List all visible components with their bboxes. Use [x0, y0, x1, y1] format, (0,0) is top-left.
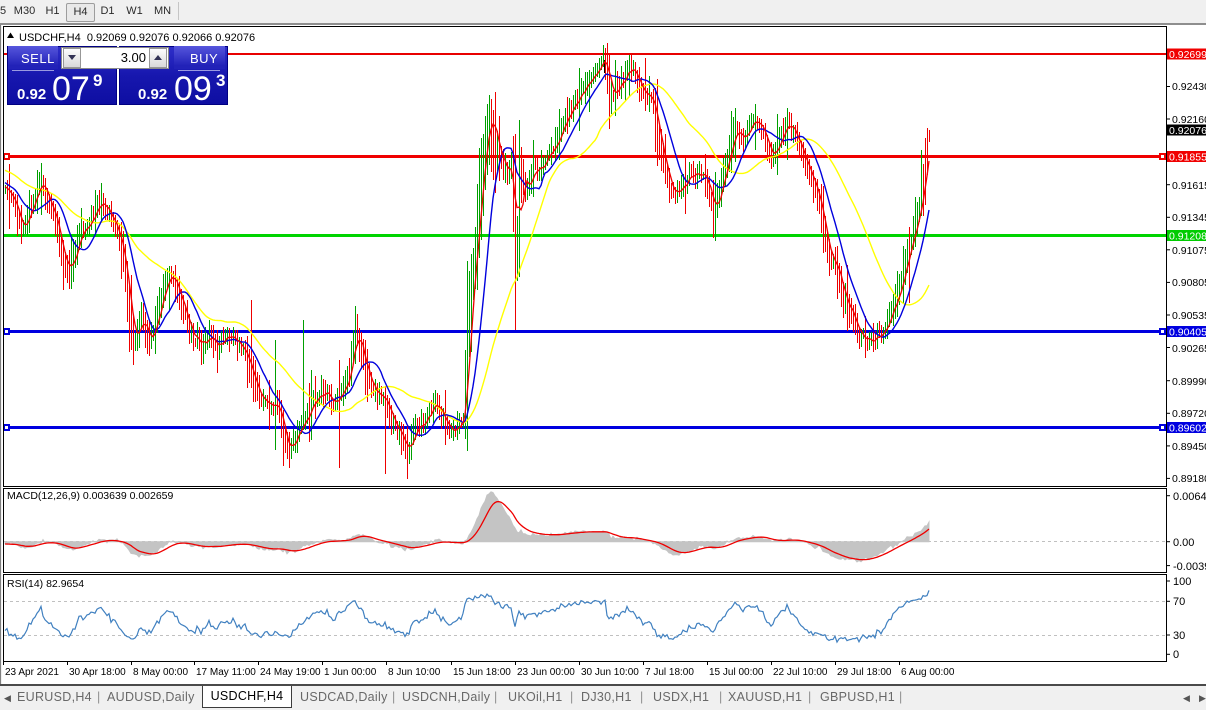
- svg-text:1 Jun 00:00: 1 Jun 00:00: [324, 667, 377, 678]
- svg-text:0: 0: [1173, 649, 1179, 661]
- svg-text:30 Jun 10:00: 30 Jun 10:00: [581, 667, 639, 678]
- svg-text:30: 30: [1173, 630, 1185, 642]
- svg-text:17 May 11:00: 17 May 11:00: [196, 667, 256, 678]
- svg-text:0.90405: 0.90405: [1169, 327, 1206, 339]
- svg-text:29 Jul 18:00: 29 Jul 18:00: [837, 667, 892, 678]
- svg-text:0.92699: 0.92699: [1169, 49, 1206, 61]
- svg-text:8 May 00:00: 8 May 00:00: [133, 667, 188, 678]
- svg-text:0.91615: 0.91615: [1172, 180, 1206, 192]
- svg-text:23 Apr 2021: 23 Apr 2021: [5, 667, 59, 678]
- svg-text:0.00647: 0.00647: [1173, 491, 1206, 503]
- svg-text:RSI(14) 82.9654: RSI(14) 82.9654: [7, 578, 84, 590]
- svg-text:0.90805: 0.90805: [1172, 277, 1206, 289]
- svg-text:0.00: 0.00: [1173, 537, 1194, 549]
- svg-text:USDCHF,H4 0.92069 0.92076 0.9: USDCHF,H4 0.92069 0.92076 0.92066 0.9207…: [19, 32, 255, 44]
- svg-text:7 Jul 18:00: 7 Jul 18:00: [645, 667, 694, 678]
- svg-text:0.91075: 0.91075: [1172, 245, 1206, 257]
- svg-text:0.90265: 0.90265: [1172, 343, 1206, 355]
- svg-text:0.92076: 0.92076: [1169, 125, 1206, 137]
- svg-text:15 Jun 18:00: 15 Jun 18:00: [453, 667, 511, 678]
- svg-text:15 Jul 00:00: 15 Jul 00:00: [709, 667, 764, 678]
- svg-text:24 May 19:00: 24 May 19:00: [260, 667, 321, 678]
- svg-text:0.91208: 0.91208: [1169, 231, 1206, 243]
- svg-text:70: 70: [1173, 596, 1185, 608]
- svg-text:30 Apr 18:00: 30 Apr 18:00: [69, 667, 126, 678]
- svg-text:100: 100: [1173, 576, 1191, 588]
- svg-text:23 Jun 00:00: 23 Jun 00:00: [517, 667, 575, 678]
- svg-text:22 Jul 10:00: 22 Jul 10:00: [773, 667, 828, 678]
- svg-text:0.90535: 0.90535: [1172, 310, 1206, 322]
- svg-text:0.91345: 0.91345: [1172, 212, 1206, 224]
- svg-text:0.89602: 0.89602: [1169, 423, 1206, 435]
- svg-text:6 Aug 00:00: 6 Aug 00:00: [901, 667, 955, 678]
- svg-text:-0.00391: -0.00391: [1173, 561, 1206, 573]
- svg-text:8 Jun 10:00: 8 Jun 10:00: [388, 667, 441, 678]
- svg-text:0.91855: 0.91855: [1169, 152, 1206, 164]
- svg-text:MACD(12,26,9) 0.003639 0.00265: MACD(12,26,9) 0.003639 0.002659: [7, 490, 174, 502]
